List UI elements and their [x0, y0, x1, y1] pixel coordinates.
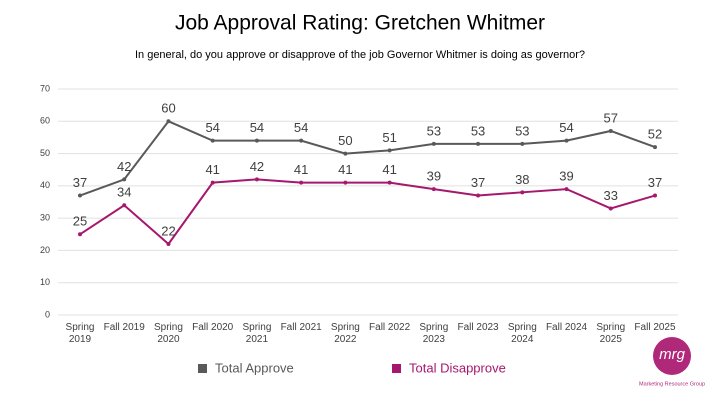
point [476, 193, 481, 198]
data-label: 53 [427, 123, 441, 138]
data-label: 38 [515, 172, 529, 187]
data-label: 52 [648, 127, 662, 142]
point [564, 187, 569, 192]
x-tick-label: Spring 2024 [507, 322, 537, 345]
logo-mark: mrg [659, 346, 685, 363]
point [520, 190, 525, 195]
point [166, 241, 171, 246]
data-label: 53 [515, 123, 529, 138]
series-line [79, 178, 656, 246]
point [78, 193, 82, 198]
y-tick-label: 70 [40, 83, 50, 93]
data-label: 60 [161, 101, 175, 116]
data-label: 53 [471, 123, 485, 138]
point [299, 180, 304, 185]
point [210, 180, 215, 185]
data-label: 54 [205, 120, 219, 135]
logo-name: Marketing Resource Group [639, 381, 705, 387]
legend-label: Total Disapprove [409, 360, 506, 375]
point [476, 141, 481, 146]
point [122, 203, 127, 208]
y-tick-label: 10 [40, 277, 50, 287]
data-label: 25 [73, 214, 87, 229]
point [343, 180, 348, 185]
chart-subtitle: In general, do you approve or disapprove… [135, 49, 585, 61]
data-label: 42 [117, 159, 131, 174]
x-tick-label: Fall 2019 [103, 322, 145, 333]
y-tick-label: 40 [40, 180, 50, 190]
point [210, 138, 215, 143]
point [299, 138, 304, 143]
y-tick-label: 20 [40, 245, 50, 255]
point [387, 180, 392, 185]
data-label: 42 [250, 159, 264, 174]
data-label: 39 [559, 169, 573, 184]
point [520, 141, 525, 146]
y-tick-label: 0 [45, 309, 50, 319]
x-tick-label: Fall 2022 [369, 322, 411, 333]
x-tick-label: Spring 2023 [419, 322, 449, 345]
x-tick-label: Spring 2020 [154, 322, 183, 345]
point [653, 193, 657, 198]
point [166, 119, 171, 124]
x-tick-label: Fall 2024 [545, 322, 588, 333]
x-tick-label: Spring 2021 [242, 322, 272, 345]
y-tick-label: 30 [40, 213, 50, 223]
data-label: 37 [73, 175, 87, 190]
data-label: 37 [471, 175, 485, 190]
x-tick-label: Spring 2025 [596, 322, 626, 345]
x-tick-label: Fall 2021 [280, 322, 322, 333]
legend-swatch [392, 364, 401, 373]
point [564, 138, 569, 143]
point [653, 145, 657, 150]
chart-title: Job Approval Rating: Gretchen Whitmer [175, 12, 545, 35]
data-label: 22 [161, 223, 175, 238]
data-label: 51 [382, 130, 396, 145]
point [254, 138, 259, 143]
x-tick-label: Spring 2022 [330, 322, 360, 345]
legend-label: Total Approve [215, 360, 294, 375]
series-line [79, 120, 656, 197]
x-tick-label: Spring 2019 [65, 322, 95, 345]
data-label: 37 [648, 175, 662, 190]
point [431, 187, 436, 192]
y-tick-label: 50 [40, 148, 50, 158]
point [343, 151, 348, 156]
data-label: 50 [338, 133, 352, 148]
data-label: 54 [250, 120, 264, 135]
point [387, 148, 392, 153]
x-tick-label: Fall 2025 [634, 322, 676, 333]
point [608, 128, 613, 133]
x-tick-label: Fall 2020 [192, 322, 234, 333]
x-tick-label: Fall 2023 [457, 322, 499, 333]
point [431, 141, 436, 146]
y-tick-label: 60 [40, 116, 50, 126]
logo-circle [653, 337, 691, 375]
point [608, 206, 613, 211]
data-label: 33 [604, 188, 618, 203]
data-label: 34 [117, 185, 131, 200]
data-label: 54 [294, 120, 308, 135]
point [78, 232, 82, 237]
data-label: 57 [604, 110, 618, 125]
data-label: 41 [205, 162, 219, 177]
data-label: 41 [338, 162, 352, 177]
point [254, 177, 259, 182]
point [122, 177, 127, 182]
data-label: 41 [382, 162, 396, 177]
legend-swatch [198, 364, 207, 373]
data-label: 39 [427, 169, 441, 184]
data-label: 54 [559, 120, 573, 135]
data-label: 41 [294, 162, 308, 177]
